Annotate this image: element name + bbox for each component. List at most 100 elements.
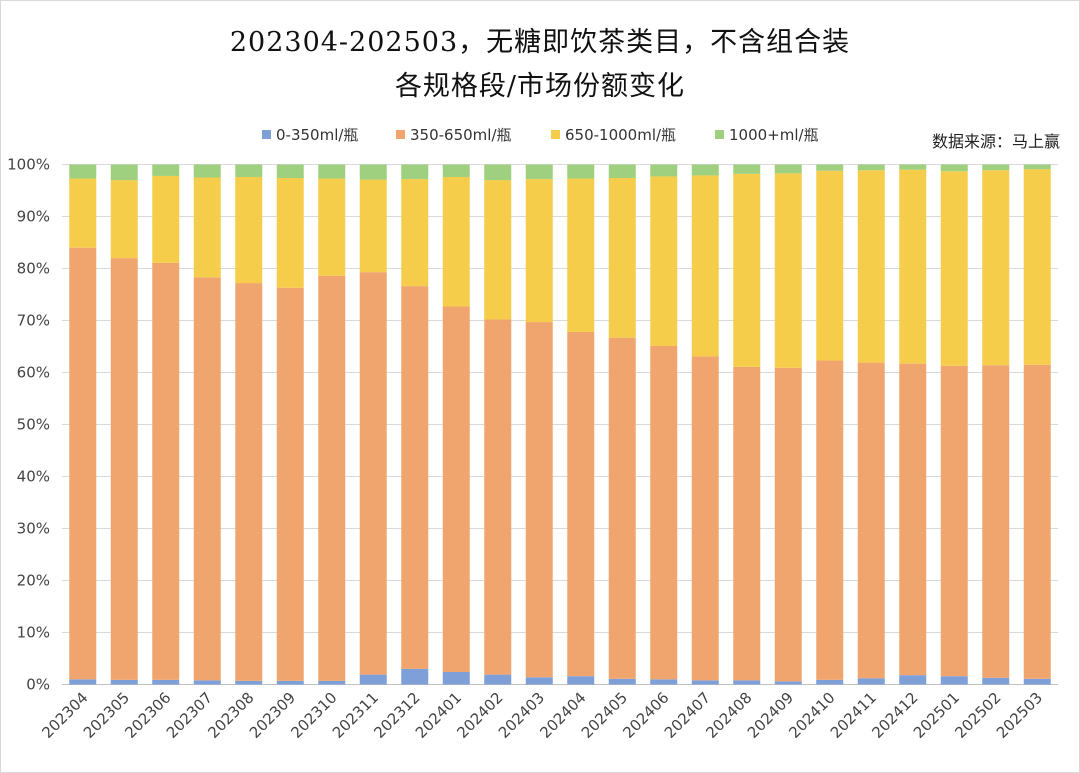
bar-segment	[650, 679, 678, 685]
y-tick-label: 20%	[17, 572, 50, 590]
bar-segment	[525, 677, 553, 685]
bar-segment	[940, 171, 968, 366]
legend-item-1000-plus: 1000+ml/瓶	[715, 124, 819, 145]
bar-segment	[940, 365, 968, 677]
bar-segment	[110, 180, 138, 259]
legend-swatch	[715, 130, 724, 139]
legend-item-650-1000: 650-1000ml/瓶	[551, 124, 676, 145]
bar-segment	[442, 672, 470, 685]
bar-segment	[359, 164, 387, 180]
bar-segment	[650, 176, 678, 346]
bar-segment	[899, 675, 927, 685]
legend-swatch	[262, 130, 271, 139]
bar-segment	[235, 283, 263, 681]
bar-segment	[276, 287, 304, 681]
bar-segment	[235, 176, 263, 284]
legend-item-0-350: 0-350ml/瓶	[262, 124, 358, 145]
bar-segment	[484, 180, 512, 320]
bar-segment	[982, 677, 1010, 685]
bar-segment	[110, 164, 138, 181]
bar-segment	[816, 170, 844, 361]
bar-segment	[733, 366, 761, 681]
y-tick-label: 40%	[17, 468, 50, 486]
bar-segment	[567, 331, 595, 677]
bar-segment	[567, 676, 595, 685]
bar-segment	[940, 676, 968, 685]
bar-segment	[193, 680, 221, 685]
bar-segment	[401, 179, 429, 287]
y-tick-label: 70%	[17, 312, 50, 330]
bar-segment	[401, 286, 429, 669]
y-tick-label: 90%	[17, 208, 50, 226]
bar-segment	[484, 674, 512, 685]
bar-segment	[816, 164, 844, 171]
y-tick-label: 10%	[17, 624, 50, 642]
bar-segment	[774, 164, 802, 174]
bar-segment	[982, 164, 1010, 171]
bar-segment	[525, 164, 553, 180]
bar-segment	[318, 680, 346, 685]
bar-segment	[857, 164, 885, 171]
bar-segment	[276, 164, 304, 179]
chart-title: 202304-202503，无糖即饮茶类目，不含组合装	[229, 27, 851, 58]
bar-segment	[525, 179, 553, 323]
bar-segment	[401, 164, 429, 180]
bar-segment	[816, 679, 844, 685]
y-tick-label: 30%	[17, 520, 50, 538]
bar-segment	[359, 272, 387, 675]
bar-segment	[110, 679, 138, 685]
bar-segment	[525, 322, 553, 678]
bar-segment	[857, 170, 885, 363]
bar-segment	[982, 365, 1010, 678]
bar-segment	[816, 360, 844, 680]
y-tick-label: 60%	[17, 364, 50, 382]
legend-label: 350-650ml/瓶	[410, 126, 512, 144]
bar-segment	[899, 169, 927, 364]
bar-segment	[982, 170, 1010, 366]
bar-segment	[691, 164, 719, 176]
legend-label: 1000+ml/瓶	[729, 126, 819, 144]
bar-segment	[1023, 164, 1051, 170]
legend-item-350-650: 350-650ml/瓶	[396, 124, 512, 145]
bar-segment	[857, 678, 885, 685]
bar-segment	[152, 262, 180, 680]
legend: 0-350ml/瓶 350-650ml/瓶 650-1000ml/瓶 1000+…	[0, 124, 1080, 146]
bar-segment	[276, 680, 304, 685]
y-tick-label: 80%	[17, 260, 50, 278]
bar-segment	[318, 178, 346, 276]
bar-segment	[608, 678, 636, 685]
bar-segment	[193, 164, 221, 178]
legend-swatch	[396, 130, 405, 139]
bar-segment	[733, 680, 761, 685]
bar-segment	[1023, 364, 1051, 679]
bar-segment	[567, 164, 595, 179]
bar-segment	[774, 681, 802, 685]
bar-segment	[359, 674, 387, 685]
bar-segment	[69, 247, 97, 680]
bar-segment	[318, 275, 346, 681]
bar-segment	[276, 178, 304, 288]
bar-segment	[650, 164, 678, 177]
bar-segment	[193, 177, 221, 278]
bar-segment	[152, 679, 180, 685]
bar-segment	[359, 179, 387, 273]
bar-segment	[691, 175, 719, 357]
chart-subtitle: 各规格段/市场份额变化	[394, 71, 686, 102]
bar-segment	[484, 164, 512, 181]
legend-swatch	[551, 130, 560, 139]
y-tick-label: 100%	[7, 156, 50, 174]
bar-segment	[691, 356, 719, 681]
bar-segment	[1023, 169, 1051, 365]
bar-segment	[235, 164, 263, 177]
bar-segment	[650, 345, 678, 680]
data-source: 数据来源：马上赢	[931, 132, 1060, 151]
bar-segment	[567, 178, 595, 332]
bar-segment	[774, 367, 802, 682]
bar-segment	[857, 362, 885, 679]
y-tick-label: 0%	[26, 676, 50, 694]
bar-segment	[733, 164, 761, 174]
bar-segment	[1023, 678, 1051, 685]
bar-segment	[899, 164, 927, 170]
bar-segment	[152, 164, 180, 176]
